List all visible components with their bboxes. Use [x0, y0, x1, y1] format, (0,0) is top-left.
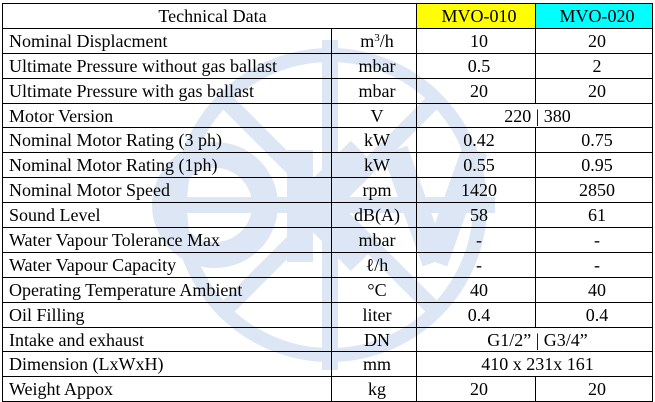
param-name-cell: Nominal Motor Rating (1ph): [2, 152, 332, 179]
param-name-cell: Ultimate Pressure with gas ballast: [2, 77, 332, 104]
header-technical-data: Technical Data: [2, 3, 417, 29]
table-row: Ultimate Pressure without gas ballast mba…: [2, 52, 653, 79]
unit-cell: mbar: [331, 77, 417, 104]
param-name-cell: Sound Level: [2, 202, 332, 229]
mvo-010-value-cell: -: [416, 227, 536, 253]
param-name-cell: Oil Filling: [2, 301, 332, 328]
table-row: Nominal Motor Rating (3 ph) kW 0.42 0.75: [2, 127, 653, 154]
mvo-020-value-cell: -: [535, 251, 653, 278]
table-row: Nominal Motor Rating (1ph) kW 0.55 0.95: [2, 152, 653, 179]
mvo-010-value-cell: 0.55: [416, 152, 536, 179]
mvo-020-value-cell: -: [535, 227, 653, 253]
mvo-020-value-cell: 0.75: [535, 127, 653, 154]
unit-cell: mbar: [331, 52, 417, 79]
unit-cell: ℓ/h: [331, 251, 417, 278]
mvo-020-value-cell: 0.95: [535, 152, 653, 179]
mvo-010-value-cell: 40: [416, 276, 536, 303]
param-name-cell: Weight Appox: [2, 376, 332, 402]
shared-value-cell: G1/2” | G3/4”: [416, 326, 653, 353]
table-row: Sound Level dB(A) 58 61: [2, 202, 653, 229]
unit-cell: liter: [331, 301, 417, 328]
param-name-cell: Operating Temperature Ambient: [2, 276, 332, 303]
param-name-cell: Nominal Displacment: [2, 27, 332, 54]
mvo-020-value-cell: 20: [535, 376, 653, 402]
unit-superscript: 3: [374, 31, 380, 44]
unit-base: m: [360, 30, 375, 51]
mvo-020-value-cell: 2: [535, 52, 653, 79]
mvo-010-value-cell: 58: [416, 202, 536, 229]
param-name-cell: Dimension (LxWxH): [2, 351, 332, 378]
unit-cell: kW: [331, 127, 417, 154]
table-row: Water Vapour Tolerance Max mbar - -: [2, 227, 653, 253]
param-name-cell: Water Vapour Tolerance Max: [2, 227, 332, 253]
unit-cell: mbar: [331, 227, 417, 253]
table-row: Operating Temperature Ambient °C 40 40: [2, 276, 653, 303]
mvo-010-value-cell: 0.4: [416, 301, 536, 328]
mvo-020-value-cell: 20: [535, 77, 653, 104]
mvo-020-value-cell: 0.4: [535, 301, 653, 328]
table-row: Nominal Displacment m3/h 10 20: [2, 27, 653, 54]
shared-value-cell: 410 x 231x 161: [416, 351, 653, 378]
table-row: Water Vapour Capacity ℓ/h - -: [2, 251, 653, 278]
technical-data-table: Technical Data MVO-010 MVO-020 Nominal D…: [2, 3, 653, 402]
table-row: Intake and exhaust DN G1/2” | G3/4”: [2, 326, 653, 353]
unit-cell: °C: [331, 276, 417, 303]
mvo-010-value-cell: -: [416, 251, 536, 278]
mvo-010-value-cell: 20: [416, 77, 536, 104]
param-name-cell: Water Vapour Capacity: [2, 251, 332, 278]
param-name-cell: Ultimate Pressure without gas ballast: [2, 52, 332, 79]
mvo-020-value-cell: 61: [535, 202, 653, 229]
table-header-row: Technical Data MVO-010 MVO-020: [2, 3, 653, 29]
table-row: Nominal Motor Speed rpm 1420 2850: [2, 177, 653, 204]
unit-cell: DN: [331, 326, 417, 353]
unit-cell: kW: [331, 152, 417, 179]
mvo-020-value-cell: 2850: [535, 177, 653, 204]
table-row: Dimension (LxWxH) mm 410 x 231x 161: [2, 351, 653, 378]
param-name-cell: Nominal Motor Rating (3 ph): [2, 127, 332, 154]
table-row: Oil Filling liter 0.4 0.4: [2, 301, 653, 328]
table-row: Weight Appox kg 20 20: [2, 376, 653, 402]
param-name-cell: Nominal Motor Speed: [2, 177, 332, 204]
mvo-010-value-cell: 10: [416, 27, 536, 54]
mvo-010-value-cell: 1420: [416, 177, 536, 204]
mvo-010-value-cell: 20: [416, 376, 536, 402]
header-model-mvo-020: MVO-020: [535, 3, 653, 29]
table-row: Ultimate Pressure with gas ballast mbar 20…: [2, 77, 653, 104]
shared-value-cell: 220 | 380: [416, 102, 653, 129]
mvo-010-value-cell: 0.42: [416, 127, 536, 154]
unit-cell: dB(A): [331, 202, 417, 229]
header-model-mvo-010: MVO-010: [416, 3, 536, 29]
unit-cell: m3/h: [331, 27, 417, 54]
unit-cell: rpm: [331, 177, 417, 204]
param-name-cell: Intake and exhaust: [2, 326, 332, 353]
unit-cell: V: [331, 102, 417, 129]
table-row: Motor Version V 220 | 380: [2, 102, 653, 129]
mvo-010-value-cell: 0.5: [416, 52, 536, 79]
unit-tail: /h: [379, 30, 394, 51]
param-name-cell: Motor Version: [2, 102, 332, 129]
mvo-020-value-cell: 40: [535, 276, 653, 303]
unit-cell: kg: [331, 376, 417, 402]
unit-cell: mm: [331, 351, 417, 378]
mvo-020-value-cell: 20: [535, 27, 653, 54]
